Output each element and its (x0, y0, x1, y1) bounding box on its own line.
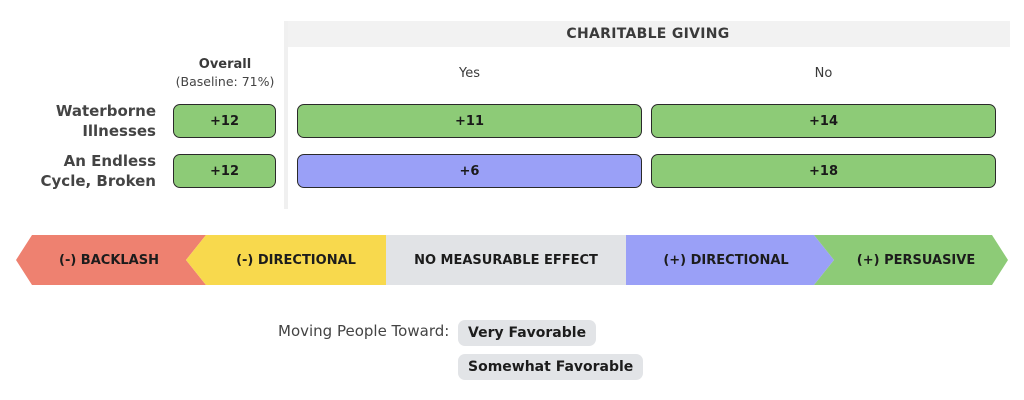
row-label-line: Waterborne (55, 102, 156, 120)
row-label-2: An Endless Cycle, Broken (20, 151, 156, 191)
row-label-line: Illnesses (82, 122, 156, 140)
cell-row1-no: +14 (651, 104, 996, 138)
cell-row1-overall: +12 (173, 104, 276, 138)
scale-segment-directional-neg (186, 235, 386, 285)
scale-label-directional-neg: (-) DIRECTIONAL (236, 252, 356, 268)
scale-label-none: NO MEASURABLE EFFECT (414, 252, 598, 268)
column-header-no: No (814, 66, 833, 81)
pill-somewhat-favorable: Somewhat Favorable (458, 354, 644, 380)
overall-column-header: Overall (Baseline: 71%) (170, 56, 280, 90)
overall-baseline: (Baseline: 71%) (175, 74, 275, 89)
cell-row2-overall: +12 (173, 154, 276, 188)
scale-segment-directional-pos (626, 235, 834, 285)
group-header: CHARITABLE GIVING (286, 21, 1010, 47)
scale-shapes (16, 235, 1008, 285)
scale-label-backlash: (-) BACKLASH (59, 252, 159, 268)
row-label-1: Waterborne Illnesses (20, 101, 156, 141)
scale-segment-none (386, 235, 626, 285)
scale-label-directional-pos: (+) DIRECTIONAL (663, 252, 789, 268)
column-header-yes: Yes (459, 66, 480, 81)
footer-label: Moving People Toward: (278, 322, 450, 340)
cell-row2-yes: +6 (297, 154, 642, 188)
cell-row2-no: +18 (651, 154, 996, 188)
overall-label: Overall (198, 57, 252, 72)
effect-scale-legend: (-) BACKLASH (-) DIRECTIONAL NO MEASURAB… (16, 235, 1008, 285)
row-label-line: An Endless (63, 152, 156, 170)
scale-segment-persuasive (814, 235, 1008, 285)
column-divider (284, 21, 288, 209)
row-label-line: Cycle, Broken (40, 172, 156, 190)
pill-very-favorable: Very Favorable (458, 320, 597, 346)
scale-segment-backlash (16, 235, 206, 285)
cell-row1-yes: +11 (297, 104, 642, 138)
scale-label-persuasive: (+) PERSUASIVE (856, 252, 976, 268)
